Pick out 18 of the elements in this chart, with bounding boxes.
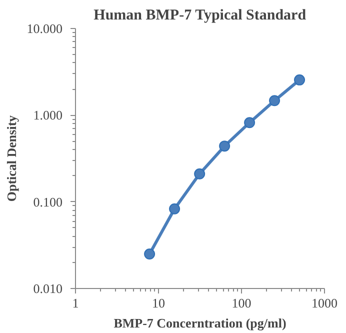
y-tick-label: 10.000	[26, 21, 62, 36]
y-tick-label: 0.100	[33, 194, 62, 210]
point	[244, 117, 256, 128]
point	[269, 95, 280, 106]
y-axis-title: Optical Density	[4, 114, 19, 202]
point	[294, 74, 306, 86]
chart-title: Human BMP-7 Typical Standard	[94, 8, 307, 24]
point	[194, 168, 206, 180]
y-tick-label: 1.000	[33, 108, 62, 123]
y-tick-label: 0.010	[33, 281, 62, 296]
x-tick-label: 100	[232, 296, 252, 310]
x-tick-label: 10	[152, 296, 165, 310]
point	[144, 248, 156, 260]
x-tick-label: 1	[72, 296, 79, 310]
point	[169, 203, 180, 214]
point	[219, 140, 230, 152]
x-axis-title: BMP-7 Concerntration (pg/ml)	[114, 316, 286, 330]
x-tick-label: 1000	[312, 296, 338, 310]
